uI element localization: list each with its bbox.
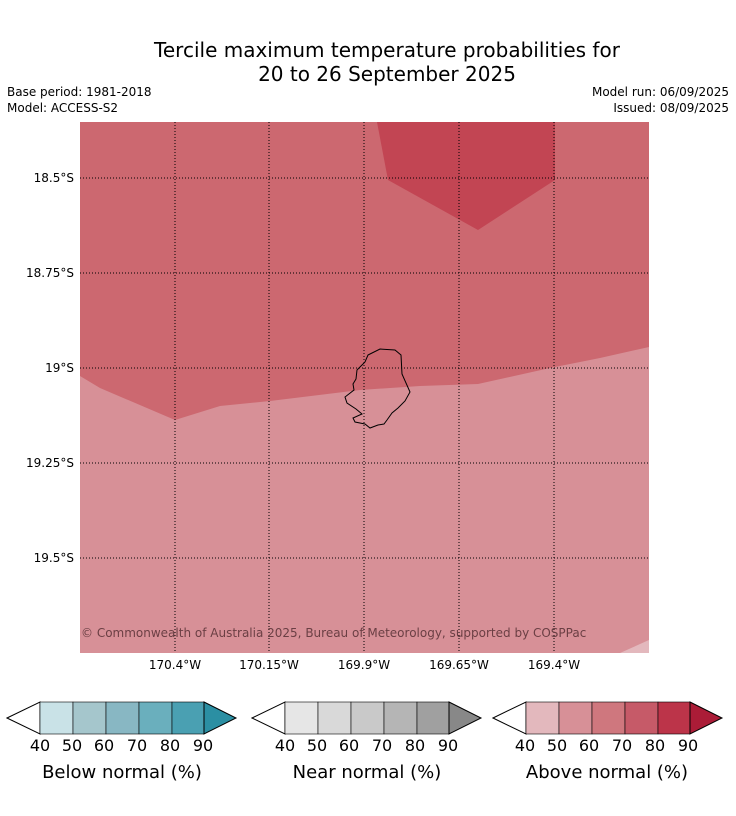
colorbar-swatch — [317, 701, 352, 735]
lon-label: 169.4°W — [527, 658, 581, 672]
colorbar-swatch — [624, 701, 659, 735]
copyright-text: © Commonwealth of Australia 2025, Bureau… — [81, 626, 587, 640]
colorbar-swatch — [591, 701, 626, 735]
gridlines — [80, 122, 649, 653]
tick-label: 80 — [404, 736, 426, 755]
tick-label: 60 — [578, 736, 600, 755]
colorbar-swatch — [448, 701, 483, 735]
colorbar-near — [250, 700, 483, 740]
colorbar-below-label: Below normal (%) — [42, 762, 202, 783]
colorbar-above-label: Above normal (%) — [525, 762, 689, 783]
colorbar-swatch — [689, 701, 724, 735]
tick-label: 70 — [126, 736, 148, 755]
tick-label: 70 — [371, 736, 393, 755]
lon-label: 169.9°W — [337, 658, 391, 672]
tick-label: 90 — [192, 736, 214, 755]
colorbar-near-label: Near normal (%) — [292, 762, 442, 783]
colorbar-swatch — [203, 701, 238, 735]
colorbar-swatch — [284, 701, 319, 735]
region-above-80-90 — [377, 122, 555, 230]
region-above-40-50 — [620, 640, 649, 653]
tick-label: 60 — [338, 736, 360, 755]
colorbar-swatch — [525, 701, 560, 735]
lat-label: 18.5°S — [33, 171, 74, 185]
base-period: Base period: 1981-2018 — [7, 85, 152, 99]
tick-label: 50 — [61, 736, 83, 755]
meta-left: Base period: 1981-2018 Model: ACCESS-S2 — [7, 84, 152, 116]
colorbar-near-scale — [250, 701, 483, 735]
tick-label: 50 — [546, 736, 568, 755]
tick-label: 40 — [274, 736, 296, 755]
colorbar-swatch — [657, 701, 691, 735]
lat-label: 19.25°S — [26, 456, 74, 470]
tick-label: 90 — [437, 736, 459, 755]
colorbar-swatch — [383, 701, 418, 735]
probability-map — [80, 122, 649, 653]
tick-label: 80 — [644, 736, 666, 755]
colorbar-swatch — [350, 701, 385, 735]
title-line-2: 20 to 26 September 2025 — [258, 62, 516, 86]
chart-title: Tercile maximum temperature probabilitie… — [0, 38, 736, 86]
meta-right: Model run: 06/09/2025 Issued: 08/09/2025 — [592, 84, 729, 116]
colorbar-swatch — [105, 701, 140, 735]
colorbar-below-scale — [5, 701, 238, 735]
tick-label: 80 — [159, 736, 181, 755]
lon-label: 170.4°W — [148, 658, 202, 672]
title-line-1: Tercile maximum temperature probabilitie… — [154, 38, 620, 62]
island-outline — [344, 348, 411, 429]
colorbar-swatch — [558, 701, 593, 735]
colorbar-above-scale — [491, 701, 724, 735]
tick-label: 60 — [93, 736, 115, 755]
tick-label: 70 — [611, 736, 633, 755]
colorbar-swatch — [138, 701, 173, 735]
colorbar-above — [491, 700, 724, 740]
tick-label: 40 — [29, 736, 51, 755]
lat-label: 19°S — [45, 361, 74, 375]
colorbar-swatch — [39, 701, 74, 735]
model-name: Model: ACCESS-S2 — [7, 101, 119, 115]
tick-label: 90 — [677, 736, 699, 755]
issued-date: Issued: 08/09/2025 — [613, 101, 729, 115]
model-run: Model run: 06/09/2025 — [591, 85, 729, 99]
lat-label: 19.5°S — [33, 551, 74, 565]
colorbar-swatch — [171, 701, 205, 735]
colorbar-swatch — [72, 701, 107, 735]
tick-label: 50 — [306, 736, 328, 755]
colorbar-swatch — [416, 701, 450, 735]
colorbar-below — [5, 700, 238, 740]
lon-label: 169.65°W — [429, 658, 489, 672]
tick-label: 40 — [514, 736, 536, 755]
lat-label: 18.75°S — [26, 266, 74, 280]
lon-label: 170.15°W — [239, 658, 299, 672]
